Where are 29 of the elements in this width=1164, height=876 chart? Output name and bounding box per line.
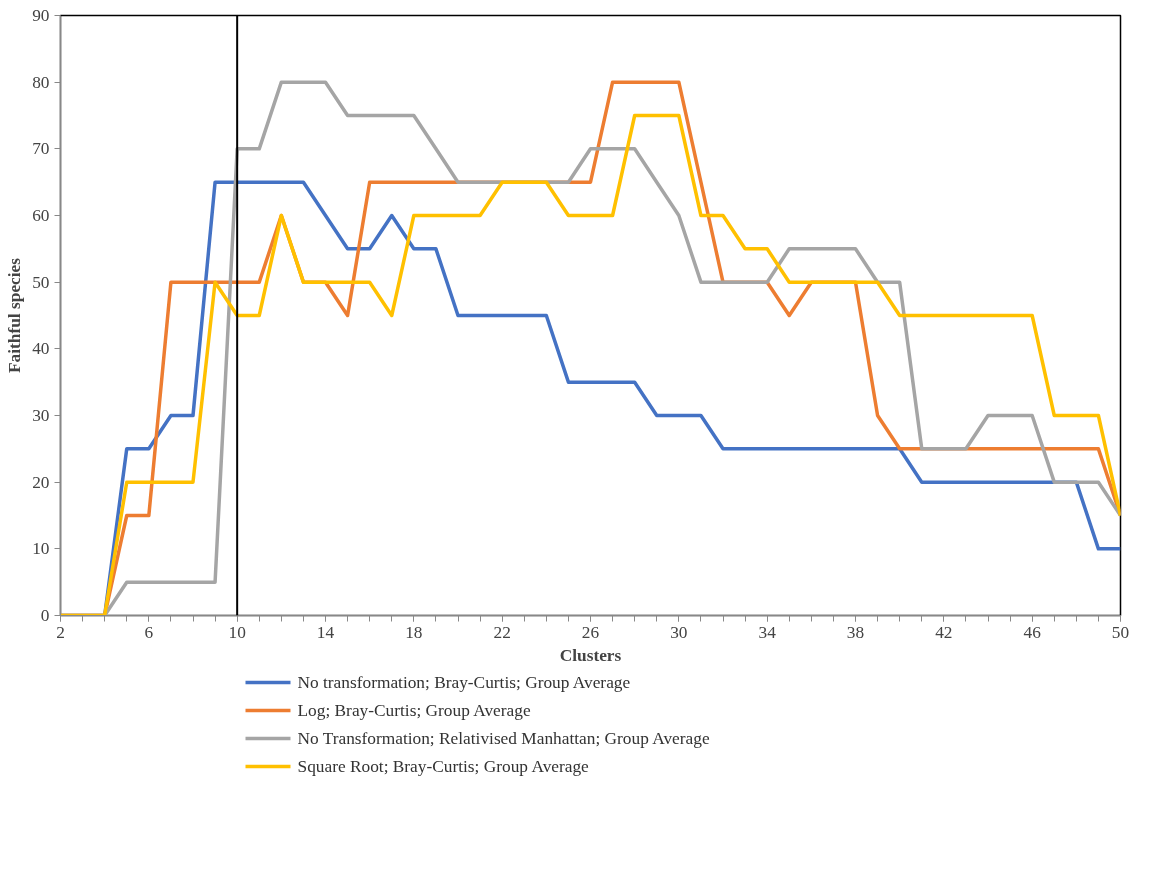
x-tick-label: 6 bbox=[144, 622, 154, 642]
x-tick-label: 26 bbox=[581, 622, 600, 642]
x-tick-label: 22 bbox=[493, 622, 511, 642]
y-tick-label: 90 bbox=[32, 6, 50, 25]
y-tick-label: 10 bbox=[32, 539, 50, 559]
x-tick-label: 30 bbox=[670, 622, 688, 642]
legend-label: Log; Bray-Curtis; Group Average bbox=[297, 701, 531, 720]
legend-label: Square Root; Bray-Curtis; Group Average bbox=[297, 757, 590, 776]
x-tick-label: 50 bbox=[1111, 622, 1130, 642]
y-tick-label: 80 bbox=[32, 72, 50, 92]
y-tick-label: 40 bbox=[32, 339, 50, 359]
y-tick-label: 70 bbox=[32, 139, 50, 159]
legend-label: No Transformation; Relativised Manhattan; Group Average bbox=[297, 729, 710, 748]
x-tick-label: 34 bbox=[758, 622, 777, 642]
x-tick-label: 42 bbox=[935, 622, 953, 642]
y-tick-label: 50 bbox=[32, 272, 50, 292]
y-tick-label: 60 bbox=[32, 206, 50, 225]
x-tick-label: 10 bbox=[228, 622, 246, 642]
y-tick-label: 30 bbox=[32, 406, 50, 425]
x-tick-label: 14 bbox=[316, 622, 335, 642]
y-tick-label: 0 bbox=[40, 606, 50, 625]
x-tick-label: 2 bbox=[56, 622, 65, 642]
y-axis-title: Faithful species bbox=[5, 257, 25, 374]
x-tick-label: 46 bbox=[1023, 622, 1042, 642]
x-tick-label: 38 bbox=[846, 622, 865, 642]
legend-label: No transformation; Bray-Curtis; Group Average bbox=[297, 673, 631, 692]
x-axis-title: Clusters bbox=[559, 645, 622, 665]
x-tick-label: 18 bbox=[405, 622, 423, 642]
y-tick-label: 20 bbox=[32, 472, 50, 492]
